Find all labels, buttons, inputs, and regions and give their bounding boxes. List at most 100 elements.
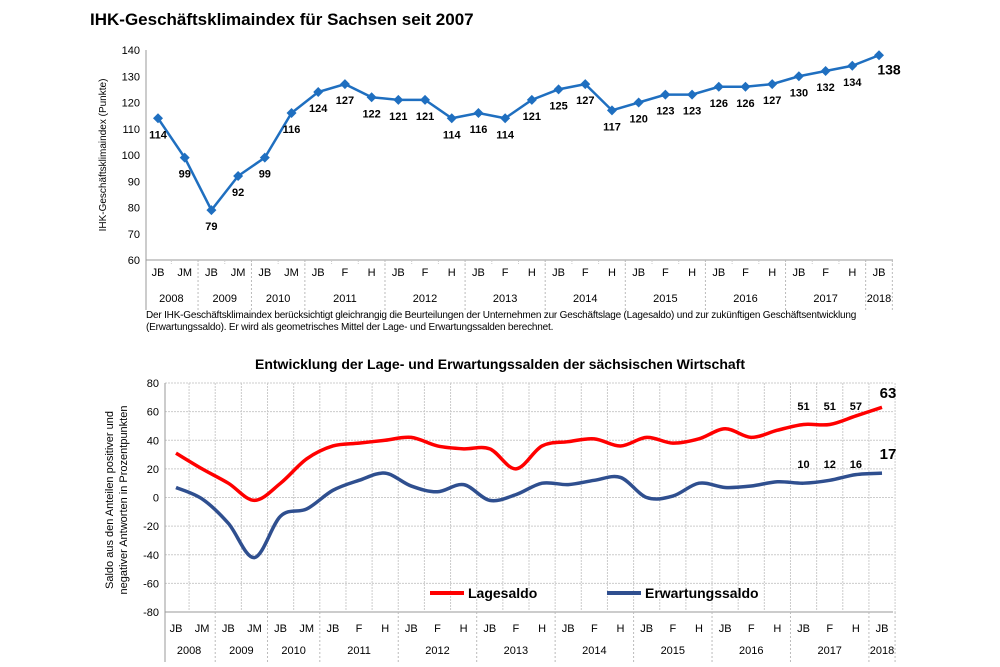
data-label: 51 xyxy=(824,401,836,413)
legend-label: Erwartungssaldo xyxy=(645,585,759,601)
year-label: 2010 xyxy=(266,293,290,305)
x-tick-label: H xyxy=(448,267,456,279)
x-tick-label: JB xyxy=(552,267,565,279)
year-label: 2010 xyxy=(281,645,305,657)
data-label: 12 xyxy=(824,459,836,471)
x-tick-label: F xyxy=(669,623,676,635)
x-tick-label: H xyxy=(528,267,536,279)
year-label: 2012 xyxy=(413,293,437,305)
data-point xyxy=(553,84,564,95)
y-tick-label: -80 xyxy=(143,607,159,619)
y-tick-label: -20 xyxy=(143,521,159,533)
year-label: 2011 xyxy=(347,645,371,657)
year-label: 2008 xyxy=(177,645,201,657)
x-tick-label: H xyxy=(852,623,860,635)
data-point xyxy=(793,71,804,82)
data-label: 132 xyxy=(816,82,834,94)
y-tick-label: 80 xyxy=(128,203,140,215)
data-label: 117 xyxy=(603,121,621,133)
data-label: 121 xyxy=(389,111,407,123)
x-tick-label: JB xyxy=(405,623,418,635)
y-tick-label: 110 xyxy=(122,124,140,136)
series-line xyxy=(156,54,880,213)
data-label: 63 xyxy=(880,385,897,402)
year-label: 2015 xyxy=(661,645,685,657)
y-tick-label: 90 xyxy=(128,176,140,188)
x-tick-label: JB xyxy=(222,623,235,635)
x-tick-label: JB xyxy=(205,267,218,279)
x-tick-label: JB xyxy=(797,623,810,635)
data-point xyxy=(393,94,404,105)
data-label: 114 xyxy=(496,129,515,141)
y-tick-label: 40 xyxy=(147,435,159,447)
x-tick-label: JB xyxy=(472,267,485,279)
x-tick-label: F xyxy=(342,267,349,279)
data-label: 130 xyxy=(790,87,808,99)
data-label: 121 xyxy=(523,111,541,123)
x-tick-label: JB xyxy=(640,623,653,635)
year-label: 2018 xyxy=(870,645,894,657)
x-tick-label: H xyxy=(381,623,389,635)
x-tick-label: F xyxy=(748,623,755,635)
data-point xyxy=(820,66,831,76)
x-tick-label: JB xyxy=(312,267,325,279)
data-label: 126 xyxy=(736,98,754,110)
data-label: 123 xyxy=(683,106,701,118)
x-tick-label: F xyxy=(513,623,520,635)
data-label: 16 xyxy=(850,459,862,471)
data-label: 122 xyxy=(362,108,380,120)
legend-label: Lagesaldo xyxy=(468,585,537,601)
data-label: 10 xyxy=(797,459,809,471)
year-label: 2016 xyxy=(739,645,763,657)
data-point xyxy=(259,152,270,163)
x-tick-label: F xyxy=(826,623,833,635)
y-axis-label: IHK-Geschäftsklimaindex (Punkte) xyxy=(98,79,109,232)
data-point xyxy=(687,89,698,100)
data-point xyxy=(313,87,324,97)
y-tick-label: 100 xyxy=(122,150,140,162)
data-point xyxy=(847,60,858,71)
data-point xyxy=(713,81,724,92)
data-label: 116 xyxy=(283,124,301,136)
year-label: 2018 xyxy=(867,293,891,305)
x-tick-label: JB xyxy=(274,623,287,635)
x-tick-label: H xyxy=(538,623,546,635)
year-label: 2015 xyxy=(653,293,677,305)
x-tick-label: F xyxy=(662,267,669,279)
x-tick-label: H xyxy=(608,267,616,279)
data-point xyxy=(660,89,671,100)
y-tick-label: 70 xyxy=(128,229,140,241)
series-line-lagesaldo xyxy=(175,405,883,503)
data-label: 138 xyxy=(877,61,901,77)
x-tick-label: JM xyxy=(247,623,262,635)
x-tick-label: JB xyxy=(792,267,805,279)
x-tick-label: H xyxy=(688,267,696,279)
data-point xyxy=(339,79,350,90)
year-label: 2014 xyxy=(582,645,606,657)
data-point xyxy=(473,108,484,118)
x-tick-label: JM xyxy=(299,623,314,635)
x-tick-label: F xyxy=(591,623,598,635)
year-label: 2016 xyxy=(733,293,757,305)
x-tick-label: H xyxy=(460,623,468,635)
data-point xyxy=(366,92,377,103)
y-tick-label: 20 xyxy=(147,464,159,476)
y-tick-label: 120 xyxy=(122,98,140,110)
x-tick-label: JB xyxy=(876,623,889,635)
x-tick-label: JB xyxy=(326,623,339,635)
data-point xyxy=(446,113,457,124)
data-point xyxy=(206,205,217,216)
y-tick-label: 130 xyxy=(122,71,140,83)
y-tick-label: 60 xyxy=(147,407,159,419)
data-label: 134 xyxy=(843,77,862,89)
x-tick-label: F xyxy=(422,267,429,279)
y-axis-label-line2: negativer Antworten in Prozentpunkten xyxy=(118,406,130,595)
x-tick-label: F xyxy=(434,623,441,635)
data-point xyxy=(179,152,190,163)
data-label: 79 xyxy=(205,221,217,233)
year-label: 2012 xyxy=(425,645,449,657)
data-label: 125 xyxy=(549,100,567,112)
x-tick-label: H xyxy=(368,267,376,279)
